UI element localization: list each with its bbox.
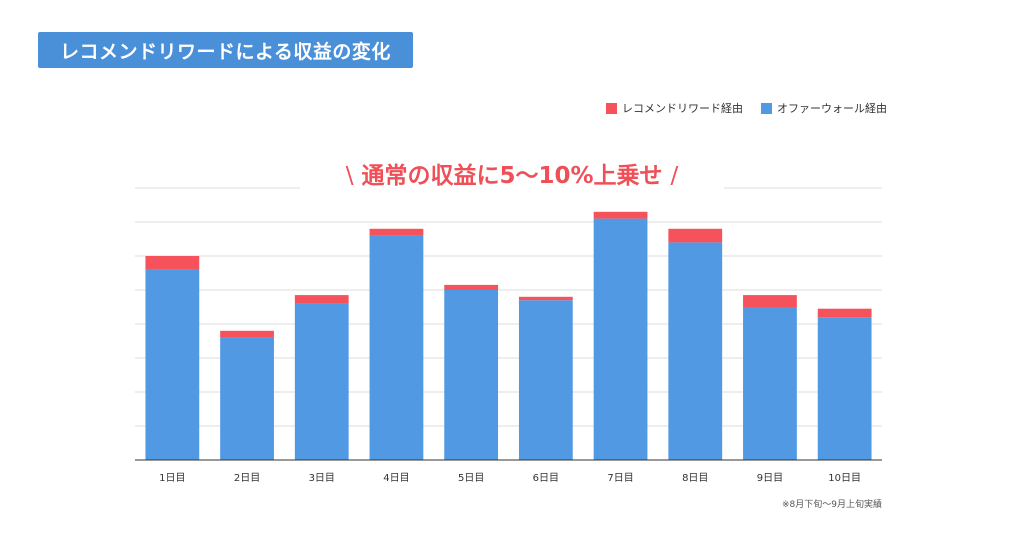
legend-label-offerwall: オファーウォール経由 [777,102,887,115]
callout-slash-left: \ [345,163,354,189]
bar-offerwall [294,303,349,460]
title-banner: レコメンドリワードによる収益の変化 [38,32,413,68]
bar-recommend [220,330,274,338]
x-tick-label: 3日目 [309,473,335,484]
bar-offerwall [743,307,797,460]
bar-recommend [593,211,648,219]
x-tick-label: 4日目 [383,473,409,484]
bar-recommend [668,228,723,243]
callout: \ 通常の収益に5〜10%上乗せ / [0,156,1024,190]
bar-offerwall [817,317,872,460]
x-tick-label: 10日目 [828,473,861,484]
bar-recommend [145,256,200,270]
x-tick-label: 1日目 [159,473,185,484]
callout-slash-right: / [670,163,679,189]
callout-backing [300,178,724,198]
bar-recommend [518,296,573,301]
bar-offerwall [220,337,274,460]
legend-label-recommend: レコメンドリワード経由 [622,102,743,115]
bar-offerwall [444,290,499,460]
callout-text: 通常の収益に5〜10%上乗せ [361,163,663,189]
x-tick-label: 6日目 [533,473,559,484]
x-tick-label: 7日目 [607,473,633,484]
bar-recommend [369,228,424,236]
legend-item-recommend: レコメンドリワード経由 [606,100,743,116]
x-tick-label: 2日目 [234,473,260,484]
legend: レコメンドリワード経由 オファーウォール経由 [606,100,887,116]
bar-offerwall [668,242,723,460]
bar-recommend [444,284,499,290]
bar-offerwall [369,235,424,460]
legend-swatch-recommend [606,102,617,114]
bar-recommend [294,295,349,304]
bar-offerwall [518,300,573,460]
bar-offerwall [145,269,200,460]
x-tick-label: 9日目 [757,473,783,484]
bar-recommend [743,295,797,307]
legend-item-offerwall: オファーウォール経由 [761,100,887,116]
bar-offerwall [593,218,648,460]
x-tick-label: 5日目 [458,473,484,484]
footnote: ※8月下旬〜9月上旬実績 [782,500,882,510]
legend-swatch-offerwall [761,102,772,114]
x-tick-label: 8日目 [682,473,708,484]
bar-recommend [817,308,872,318]
chart-title: レコメンドリワードによる収益の変化 [60,40,391,63]
